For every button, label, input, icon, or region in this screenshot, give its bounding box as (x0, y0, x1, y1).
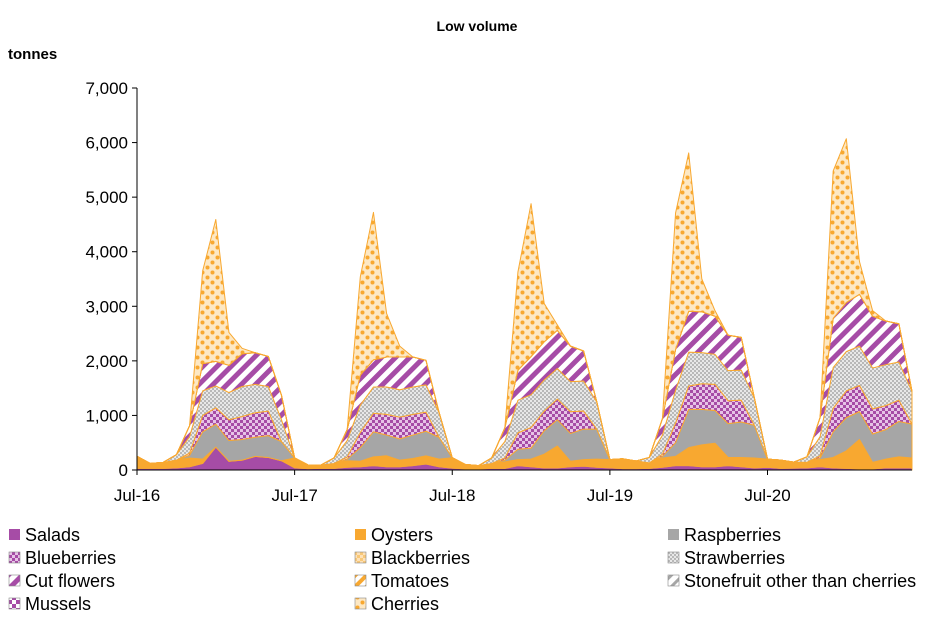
legend-swatch (9, 529, 20, 540)
legend-label: Stonefruit other than cherries (684, 571, 916, 591)
legend-swatch (667, 574, 680, 587)
legend-item-tomatoes: Tomatoes (354, 571, 449, 591)
y-tick-label: 1,000 (85, 406, 128, 425)
legend-item-blackberries: Blackberries (354, 548, 470, 568)
legend-item-cut-flowers: Cut flowers (8, 571, 115, 591)
legend-label: Cut flowers (25, 571, 115, 591)
y-tick-label: 5,000 (85, 188, 128, 207)
legend-item-oysters: Oysters (355, 525, 433, 545)
legend-label: Strawberries (684, 548, 785, 568)
y-tick-label: 7,000 (85, 79, 128, 98)
legend-item-salads: Salads (9, 525, 80, 545)
legend-swatch (668, 529, 679, 540)
x-tick-label: Jul-20 (744, 486, 790, 505)
legend: Salads Oysters Raspberries Blueberries Black… (8, 525, 916, 614)
legend-swatch (354, 597, 367, 610)
y-tick-label: 0 (119, 461, 128, 480)
legend-swatch (354, 551, 367, 564)
legend-item-raspberries: Raspberries (668, 525, 781, 545)
legend-label: Blackberries (371, 548, 470, 568)
x-tick-label: Jul-17 (271, 486, 317, 505)
legend-label: Mussels (25, 594, 91, 614)
legend-swatch (355, 529, 366, 540)
y-tick-label: 2,000 (85, 352, 128, 371)
legend-item-blueberries: Blueberries (8, 548, 116, 568)
legend-label: Salads (25, 525, 80, 545)
legend-label: Oysters (371, 525, 433, 545)
legend-swatch (667, 551, 680, 564)
legend-swatch (8, 551, 21, 564)
legend-item-cherries: Cherries (354, 594, 439, 614)
legend-label: Raspberries (684, 525, 781, 545)
legend-swatch (8, 597, 21, 610)
x-tick-label: Jul-18 (429, 486, 475, 505)
chart-title: Low volume (437, 18, 518, 34)
y-tick-label: 3,000 (85, 297, 128, 316)
legend-label: Cherries (371, 594, 439, 614)
y-tick-label: 6,000 (85, 134, 128, 153)
legend-item-strawberries: Strawberries (667, 548, 785, 568)
y-tick-label: 4,000 (85, 243, 128, 262)
legend-swatch (8, 574, 21, 587)
legend-swatch (354, 574, 367, 587)
legend-label: Tomatoes (371, 571, 449, 591)
x-tick-label: Jul-19 (587, 486, 633, 505)
series-areas (136, 138, 913, 471)
legend-item-mussels: Mussels (8, 594, 91, 614)
y-axis-unit-label: tonnes (8, 46, 57, 63)
x-tick-label: Jul-16 (114, 486, 160, 505)
legend-item-stonefruit-other-than-cherries: Stonefruit other than cherries (667, 571, 916, 591)
axes: 0 1,000 2,000 3,000 4,000 5,000 6,000 7,000 Jul-… (85, 79, 912, 505)
legend-label: Blueberries (25, 548, 116, 568)
area-cherries (136, 138, 913, 467)
